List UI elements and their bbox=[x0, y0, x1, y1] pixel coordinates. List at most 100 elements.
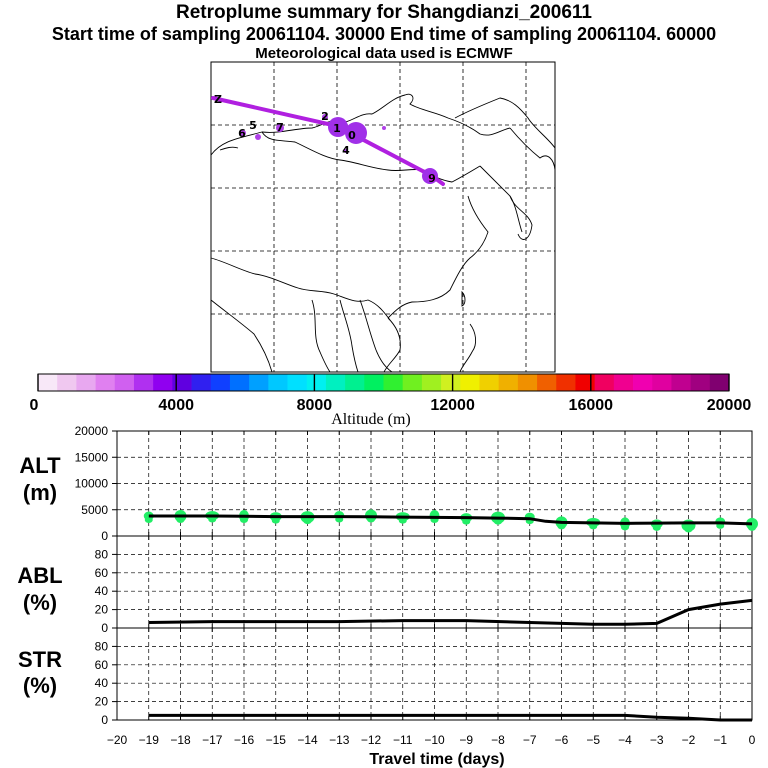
colorbar-swatch bbox=[575, 374, 596, 391]
x-tick-label: −14 bbox=[297, 733, 318, 747]
y-tick-label: 20000 bbox=[75, 424, 109, 438]
plume-blob bbox=[276, 124, 284, 132]
y-tick-label: 80 bbox=[95, 639, 109, 653]
chart-title: Retroplume summary for Shangdianzi_20061… bbox=[175, 2, 593, 23]
altitude-point-spread bbox=[621, 524, 629, 531]
colorbar-swatch bbox=[345, 374, 365, 391]
panel-label: ALT bbox=[19, 453, 61, 478]
plume-blob bbox=[382, 126, 386, 130]
altitude-point-spread bbox=[176, 517, 185, 524]
colorbar-swatch bbox=[287, 374, 308, 391]
plume-label: 9 bbox=[428, 172, 436, 185]
y-tick-label: 0 bbox=[101, 713, 108, 727]
colorbar-swatch bbox=[633, 374, 653, 391]
altitude-point-spread bbox=[462, 518, 471, 525]
colorbar-swatch bbox=[191, 374, 212, 391]
colorbar-swatch bbox=[652, 374, 672, 391]
plume-label: 0 bbox=[348, 129, 356, 142]
colorbar-swatch bbox=[364, 374, 384, 391]
plume-label: Z bbox=[214, 93, 222, 106]
x-tick-label: −2 bbox=[682, 733, 696, 747]
altitude-point-spread bbox=[208, 516, 217, 523]
y-tick-label: 0 bbox=[101, 529, 108, 543]
colorbar-swatch bbox=[268, 374, 288, 391]
panel-abl: 80 60 40 20 0 ABL(%) bbox=[17, 535, 753, 635]
colorbar-swatch bbox=[517, 374, 538, 391]
y-tick-label: 10000 bbox=[75, 477, 109, 491]
time-series-panels: 20000150001000050000ALT(m)806040200ABL(%… bbox=[17, 424, 758, 768]
x-tick-label: −1 bbox=[713, 733, 727, 747]
map-panel: Z 210 56 7 4 9 bbox=[210, 61, 556, 373]
plume-track bbox=[211, 96, 445, 186]
panel-unit-label: (m) bbox=[23, 480, 57, 505]
plume-label: 4 bbox=[342, 144, 350, 157]
panel-unit-label: (%) bbox=[23, 673, 57, 698]
met-data-note: Meteorological data used is ECMWF bbox=[255, 45, 513, 62]
x-tick-label: −4 bbox=[618, 733, 632, 747]
altitude-point-spread bbox=[494, 518, 502, 525]
x-tick-label: −11 bbox=[393, 733, 413, 747]
x-tick-label: −6 bbox=[555, 733, 569, 747]
map-frame bbox=[210, 61, 556, 373]
colorbar-swatch bbox=[594, 374, 615, 391]
plume-blob bbox=[345, 122, 367, 144]
x-tick-label: −7 bbox=[523, 733, 537, 747]
y-tick-label: 0 bbox=[101, 621, 108, 635]
colorbar-swatch bbox=[498, 374, 519, 391]
colorbar-swatch bbox=[172, 374, 192, 391]
y-tick-label: 5000 bbox=[81, 503, 108, 517]
colorbar-title: Altitude (m) bbox=[331, 411, 411, 428]
colorbar-tick-label: 16000 bbox=[569, 397, 614, 414]
colorbar-swatch bbox=[249, 374, 269, 391]
colorbar-tick-label: 4000 bbox=[158, 397, 194, 414]
altitude-colorbar: 0 4000 8000 12000 16000 20000 bbox=[30, 373, 751, 414]
colorbar-swatch bbox=[690, 374, 711, 391]
y-tick-label: 40 bbox=[95, 676, 109, 690]
colorbar-swatch bbox=[460, 374, 480, 391]
colorbar-tick-label: 0 bbox=[30, 397, 39, 414]
panel-label: ABL bbox=[17, 563, 62, 588]
y-tick-label: 20 bbox=[95, 603, 109, 617]
panel-unit-label: (%) bbox=[23, 590, 57, 615]
abl-line bbox=[148, 598, 753, 626]
x-tick-label: −15 bbox=[266, 733, 287, 747]
plume-blob bbox=[328, 117, 348, 137]
colorbar-swatch bbox=[709, 374, 730, 391]
altitude-mean-line bbox=[148, 514, 753, 526]
y-tick-label: 60 bbox=[95, 658, 109, 672]
colorbar-swatch bbox=[133, 374, 154, 391]
plume-label: 6 bbox=[238, 127, 246, 140]
plume-label: 2 bbox=[321, 110, 329, 123]
colorbar-swatch bbox=[613, 374, 634, 391]
plume-label: 5 bbox=[249, 119, 257, 132]
altitude-point-spread bbox=[144, 517, 153, 524]
plume-label: 7 bbox=[276, 121, 284, 134]
x-tick-label: −18 bbox=[170, 733, 191, 747]
colorbar-tick-label: 8000 bbox=[297, 397, 333, 414]
colorbar-swatch bbox=[402, 374, 423, 391]
colorbar-tick-label: 12000 bbox=[430, 397, 475, 414]
y-tick-label: 80 bbox=[95, 547, 109, 561]
x-tick-label: −5 bbox=[586, 733, 600, 747]
plume-blob bbox=[428, 174, 436, 182]
colorbar-swatch bbox=[38, 374, 58, 391]
y-tick-label: 20 bbox=[95, 695, 109, 709]
colorbar-swatch bbox=[325, 374, 346, 391]
map-gridlines bbox=[211, 62, 555, 372]
colorbar-swatch bbox=[479, 374, 500, 391]
sampling-times: Start time of sampling 20061104. 30000 E… bbox=[51, 24, 717, 44]
x-axis: −20 −19 −18 −17 −16 −15 −14 −13 −12 −11 −10 −9 −8 −7−… bbox=[107, 733, 756, 768]
map-coastlines-borders bbox=[210, 93, 556, 373]
altitude-point-spread bbox=[398, 517, 407, 524]
colorbar-swatch bbox=[556, 374, 576, 391]
x-tick-label: −16 bbox=[234, 733, 255, 747]
altitude-point-spread bbox=[684, 526, 693, 533]
x-tick-label: −17 bbox=[202, 733, 223, 747]
x-tick-label: −9 bbox=[459, 733, 473, 747]
y-tick-label: 60 bbox=[95, 566, 109, 580]
altitude-point-spread bbox=[557, 523, 566, 530]
colorbar-swatch bbox=[229, 374, 250, 391]
altitude-point-spread bbox=[589, 523, 598, 530]
colorbar-swatch bbox=[114, 374, 135, 391]
